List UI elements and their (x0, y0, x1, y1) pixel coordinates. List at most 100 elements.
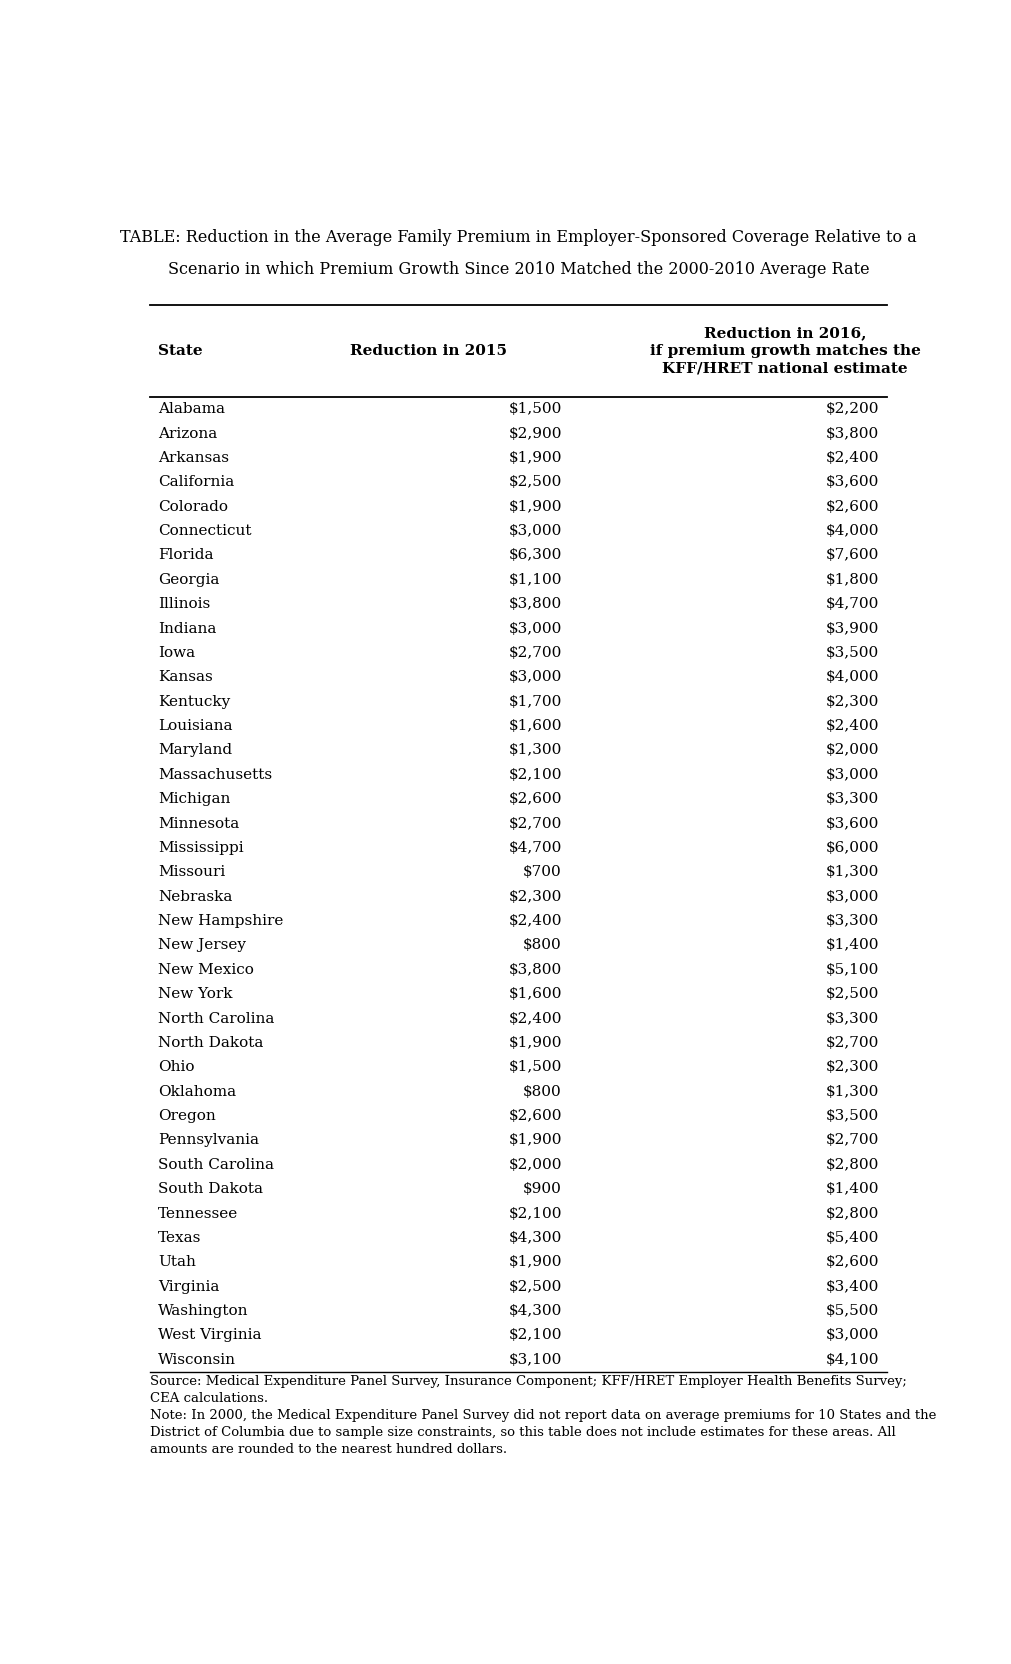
Text: New Hampshire: New Hampshire (158, 914, 283, 929)
Text: $2,300: $2,300 (825, 1060, 879, 1075)
Text: Michigan: Michigan (158, 792, 231, 805)
Text: $2,000: $2,000 (825, 744, 879, 757)
Text: Source: Medical Expenditure Panel Survey, Insurance Component; KFF/HRET Employer: Source: Medical Expenditure Panel Survey… (150, 1374, 935, 1456)
Text: $2,100: $2,100 (508, 1206, 561, 1221)
Text: $3,800: $3,800 (509, 963, 561, 977)
Text: $4,300: $4,300 (508, 1305, 561, 1318)
Text: $2,600: $2,600 (508, 1110, 561, 1123)
Text: $4,700: $4,700 (825, 597, 879, 611)
Text: Tennessee: Tennessee (158, 1206, 238, 1221)
Text: $5,100: $5,100 (825, 963, 879, 977)
Text: $2,700: $2,700 (508, 817, 561, 830)
Text: West Virginia: West Virginia (158, 1328, 261, 1343)
Text: $1,100: $1,100 (508, 572, 561, 587)
Text: $3,000: $3,000 (825, 890, 879, 904)
Text: Florida: Florida (158, 549, 213, 562)
Text: $3,000: $3,000 (508, 622, 561, 636)
Text: $5,400: $5,400 (825, 1231, 879, 1245)
Text: Wisconsin: Wisconsin (158, 1353, 236, 1366)
Text: $7,600: $7,600 (825, 549, 879, 562)
Text: $4,000: $4,000 (825, 524, 879, 537)
Text: Kansas: Kansas (158, 671, 212, 684)
Text: $2,600: $2,600 (508, 792, 561, 805)
Text: Oregon: Oregon (158, 1110, 215, 1123)
Text: $1,400: $1,400 (825, 1181, 879, 1196)
Text: $3,600: $3,600 (825, 817, 879, 830)
Text: California: California (158, 476, 234, 489)
Text: Utah: Utah (158, 1255, 195, 1270)
Text: $3,300: $3,300 (825, 792, 879, 805)
Text: $2,700: $2,700 (825, 1133, 879, 1148)
Text: New Mexico: New Mexico (158, 963, 254, 977)
Text: $4,000: $4,000 (825, 671, 879, 684)
Text: $3,000: $3,000 (508, 671, 561, 684)
Text: $1,500: $1,500 (508, 1060, 561, 1075)
Text: $1,700: $1,700 (508, 694, 561, 709)
Text: $2,100: $2,100 (508, 767, 561, 782)
Text: $1,300: $1,300 (825, 865, 879, 879)
Text: Arizona: Arizona (158, 426, 217, 441)
Text: $5,500: $5,500 (825, 1305, 879, 1318)
Text: Missouri: Missouri (158, 865, 224, 879)
Text: $2,400: $2,400 (508, 914, 561, 929)
Text: New York: New York (158, 987, 233, 1002)
Text: $2,800: $2,800 (825, 1206, 879, 1221)
Text: $3,800: $3,800 (509, 597, 561, 611)
Text: South Dakota: South Dakota (158, 1181, 263, 1196)
Text: $2,400: $2,400 (825, 451, 879, 464)
Text: $1,400: $1,400 (825, 938, 879, 952)
Text: Illinois: Illinois (158, 597, 210, 611)
Text: $1,600: $1,600 (508, 987, 561, 1002)
Text: $4,100: $4,100 (825, 1353, 879, 1366)
Text: Louisiana: Louisiana (158, 719, 233, 734)
Text: $2,100: $2,100 (508, 1328, 561, 1343)
Text: $2,200: $2,200 (825, 403, 879, 416)
Text: Ohio: Ohio (158, 1060, 194, 1075)
Text: $6,300: $6,300 (508, 549, 561, 562)
Text: $1,900: $1,900 (508, 499, 561, 514)
Text: $3,000: $3,000 (508, 524, 561, 537)
Text: Colorado: Colorado (158, 499, 227, 514)
Text: $3,900: $3,900 (825, 622, 879, 636)
Text: TABLE: Reduction in the Average Family Premium in Employer-Sponsored Coverage Re: TABLE: Reduction in the Average Family P… (120, 230, 916, 246)
Text: $1,800: $1,800 (825, 572, 879, 587)
Text: $1,500: $1,500 (508, 403, 561, 416)
Text: $3,000: $3,000 (825, 767, 879, 782)
Text: $1,300: $1,300 (508, 744, 561, 757)
Text: $2,600: $2,600 (825, 499, 879, 514)
Text: $2,000: $2,000 (508, 1158, 561, 1171)
Text: Arkansas: Arkansas (158, 451, 228, 464)
Text: Reduction in 2015: Reduction in 2015 (350, 344, 507, 358)
Text: $4,700: $4,700 (508, 840, 561, 855)
Text: State: State (158, 344, 202, 358)
Text: Washington: Washington (158, 1305, 248, 1318)
Text: Maryland: Maryland (158, 744, 232, 757)
Text: $3,100: $3,100 (508, 1353, 561, 1366)
Text: $1,900: $1,900 (508, 1037, 561, 1050)
Text: North Carolina: North Carolina (158, 1012, 274, 1025)
Text: Texas: Texas (158, 1231, 201, 1245)
Text: Alabama: Alabama (158, 403, 224, 416)
Text: $3,500: $3,500 (825, 1110, 879, 1123)
Text: Nebraska: Nebraska (158, 890, 232, 904)
Text: $2,800: $2,800 (825, 1158, 879, 1171)
Text: Pennsylvania: Pennsylvania (158, 1133, 259, 1148)
Text: Massachusetts: Massachusetts (158, 767, 272, 782)
Text: $700: $700 (523, 865, 561, 879)
Text: $2,300: $2,300 (825, 694, 879, 709)
Text: $2,300: $2,300 (508, 890, 561, 904)
Text: Oklahoma: Oklahoma (158, 1085, 236, 1098)
Text: North Dakota: North Dakota (158, 1037, 263, 1050)
Text: $2,400: $2,400 (508, 1012, 561, 1025)
Text: Connecticut: Connecticut (158, 524, 251, 537)
Text: Mississippi: Mississippi (158, 840, 244, 855)
Text: New Jersey: New Jersey (158, 938, 246, 952)
Text: Kentucky: Kentucky (158, 694, 229, 709)
Text: $1,900: $1,900 (508, 1133, 561, 1148)
Text: $3,000: $3,000 (825, 1328, 879, 1343)
Text: Reduction in 2016,
if premium growth matches the
KFF/HRET national estimate: Reduction in 2016, if premium growth mat… (649, 326, 920, 374)
Text: $2,500: $2,500 (508, 476, 561, 489)
Text: $2,500: $2,500 (508, 1280, 561, 1293)
Text: $6,000: $6,000 (825, 840, 879, 855)
Text: $2,600: $2,600 (825, 1255, 879, 1270)
